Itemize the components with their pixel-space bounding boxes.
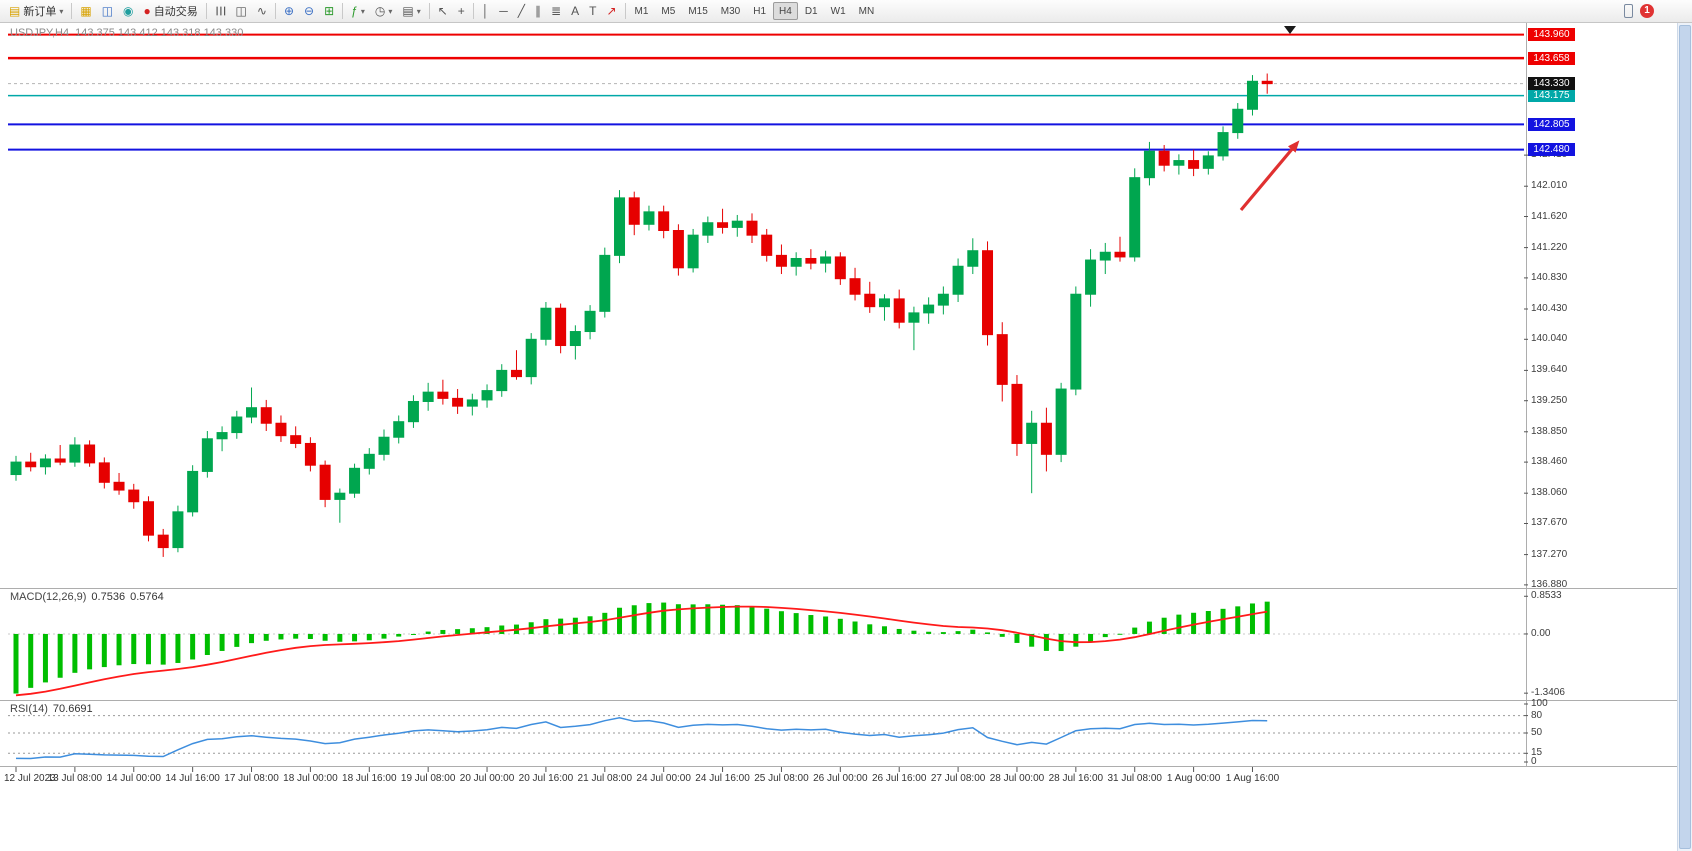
notification-badge[interactable]: 1 — [1640, 4, 1654, 18]
trendline-button[interactable]: ╱ — [513, 1, 530, 21]
crosshair-button[interactable]: + — [453, 1, 470, 21]
data-window-button[interactable]: ◫ — [97, 1, 118, 21]
toolbar: ▤ 新订单 ▾ ▦ ◫ ◉ ● 自动交易 ☰ ◫ ∿ ⊕ ⊖ ⊞ ƒ ▾ ◷ ▾… — [0, 0, 1692, 23]
timeframe-m1-button[interactable]: M1 — [634, 6, 649, 17]
toolbar-right-group: 1 — [1624, 4, 1688, 18]
scrollbar-thumb[interactable] — [1679, 25, 1691, 849]
chevron-down-icon: ▾ — [416, 6, 421, 16]
text-tool-button[interactable]: A — [566, 1, 584, 21]
candlestick-chart-icon: ◫ — [235, 4, 247, 18]
tile-windows-button[interactable]: ⊞ — [319, 1, 339, 21]
toolbar-separator — [205, 3, 207, 19]
timeframe-h4-button[interactable]: H4 — [773, 2, 798, 20]
templates-icon: ▤ — [402, 4, 414, 18]
chevron-down-icon: ▾ — [59, 6, 64, 16]
chevron-down-icon: ▾ — [388, 6, 393, 16]
toolbar-separator — [624, 3, 626, 19]
timeframe-m15-button[interactable]: M15 — [688, 6, 708, 17]
mobile-app-icon[interactable] — [1624, 4, 1633, 18]
periods-button[interactable]: ◷ ▾ — [370, 1, 398, 21]
chevron-down-icon: ▾ — [360, 6, 365, 16]
label-tool-button[interactable]: T — [584, 1, 601, 21]
toolbar-separator — [428, 3, 430, 19]
navigator-button[interactable]: ◉ — [118, 1, 138, 21]
trendline-icon: ╱ — [517, 4, 526, 18]
templates-button[interactable]: ▤ ▾ — [397, 1, 425, 21]
vertical-scrollbar[interactable] — [1677, 23, 1692, 851]
new-order-button[interactable]: ▤ 新订单 ▾ — [4, 1, 68, 21]
timeframe-group: M1 M5 M15 M30 H1 H4 D1 W1 MN — [629, 2, 881, 20]
text-tool-icon: A — [571, 4, 580, 18]
toolbar-separator — [342, 3, 344, 19]
data-window-icon: ◫ — [101, 4, 114, 18]
arrows-tool-icon: ↗ — [606, 4, 617, 18]
indicators-button[interactable]: ƒ ▾ — [346, 1, 370, 21]
bar-chart-icon: ☰ — [213, 5, 228, 17]
zoom-out-icon: ⊖ — [304, 4, 315, 18]
timeframe-h1-button[interactable]: H1 — [753, 6, 767, 17]
line-chart-button[interactable]: ∿ — [252, 1, 272, 21]
market-watch-button[interactable]: ▦ — [75, 1, 96, 21]
cursor-button[interactable]: ↖ — [433, 1, 453, 21]
horizontal-line-button[interactable]: ─ — [494, 1, 513, 21]
crosshair-icon: + — [457, 4, 465, 18]
toolbar-separator — [472, 3, 474, 19]
line-chart-icon: ∿ — [256, 4, 267, 18]
zoom-in-button[interactable]: ⊕ — [279, 1, 299, 21]
timeframe-w1-button[interactable]: W1 — [830, 6, 846, 17]
market-watch-icon: ▦ — [80, 4, 92, 18]
candlestick-chart-button[interactable]: ◫ — [231, 1, 252, 21]
new-order-label: 新订单 — [23, 6, 57, 18]
tile-windows-icon: ⊞ — [324, 4, 335, 18]
horizontal-line-icon: ─ — [499, 4, 508, 18]
indicators-icon: ƒ — [351, 4, 358, 18]
timeframe-m5-button[interactable]: M5 — [661, 6, 676, 17]
toolbar-separator — [274, 3, 276, 19]
channel-button[interactable]: ∥ — [530, 1, 546, 21]
zoom-out-button[interactable]: ⊖ — [299, 1, 319, 21]
arrows-tool-button[interactable]: ↗ — [601, 1, 621, 21]
fibonacci-icon: ≣ — [551, 4, 562, 18]
label-tool-icon: T — [589, 4, 597, 18]
channel-icon: ∥ — [535, 4, 542, 18]
timeframe-mn-button[interactable]: MN — [858, 6, 875, 17]
zoom-in-icon: ⊕ — [283, 4, 295, 18]
auto-trading-button[interactable]: ● 自动交易 — [139, 1, 203, 21]
timeframe-m30-button[interactable]: M30 — [720, 6, 741, 17]
vertical-line-button[interactable]: │ — [477, 1, 495, 21]
periods-icon: ◷ — [374, 4, 386, 18]
cursor-icon: ↖ — [437, 4, 448, 18]
timeframe-d1-button[interactable]: D1 — [804, 6, 818, 17]
new-order-icon: ▤ — [9, 4, 21, 18]
bar-chart-button[interactable]: ☰ — [210, 1, 231, 21]
navigator-icon: ◉ — [123, 4, 134, 18]
auto-trading-label: 自动交易 — [153, 6, 198, 18]
fibonacci-button[interactable]: ≣ — [546, 1, 566, 21]
toolbar-separator — [71, 3, 73, 19]
auto-trading-icon: ● — [143, 4, 151, 18]
vertical-line-icon: │ — [481, 4, 490, 18]
